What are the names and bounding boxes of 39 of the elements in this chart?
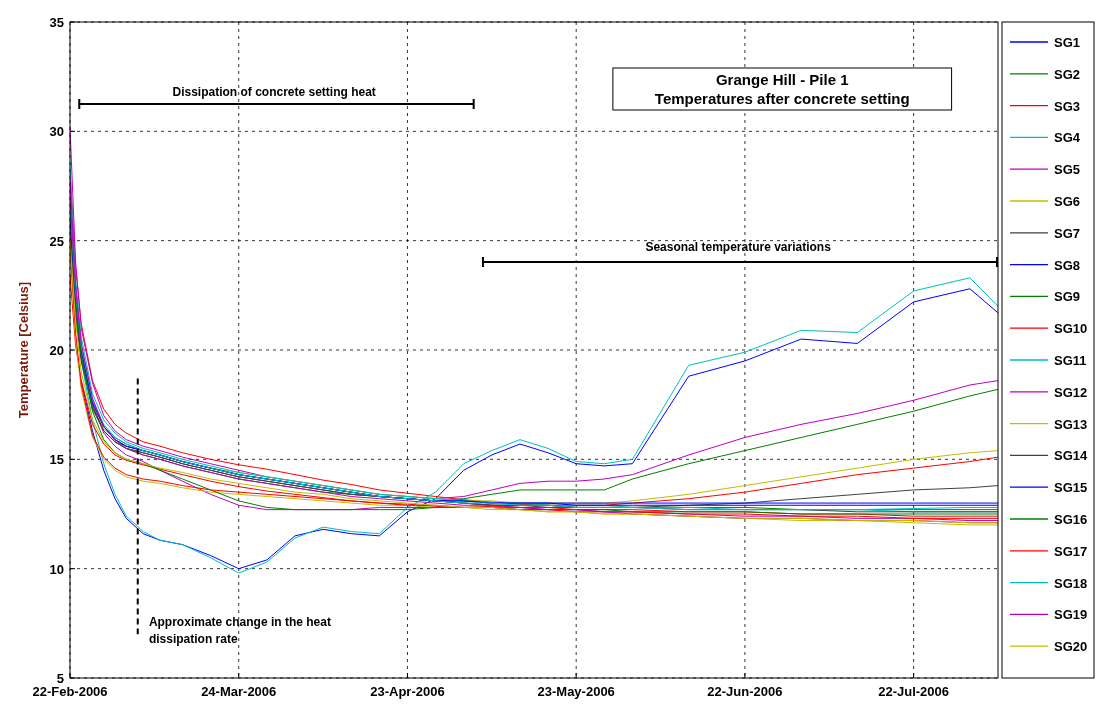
legend-label: SG3 xyxy=(1054,98,1081,114)
legend-label: SG10 xyxy=(1054,321,1088,337)
y-tick-label: 5 xyxy=(56,671,64,686)
x-tick-label: 24-Mar-2006 xyxy=(201,684,277,699)
legend-label: SG9 xyxy=(1054,289,1081,305)
legend-label: SG13 xyxy=(1054,416,1088,432)
legend-label: SG11 xyxy=(1054,353,1087,368)
legend-label: SG18 xyxy=(1054,575,1088,591)
legend-label: SG12 xyxy=(1054,384,1088,400)
legend-label: SG16 xyxy=(1054,512,1088,527)
annotation: Approximate change in the heat dissipation rate xyxy=(148,614,332,648)
legend-label: SG20 xyxy=(1054,639,1088,655)
legend-label: SG7 xyxy=(1054,225,1081,241)
y-axis-title: Temperature [Celsius] xyxy=(16,281,31,419)
x-tick-label: 23-Apr-2006 xyxy=(370,684,445,699)
y-tick-label: 10 xyxy=(49,561,64,577)
legend-label: SG6 xyxy=(1054,194,1081,209)
x-tick-label: 23-May-2006 xyxy=(537,684,615,699)
annotation: Dissipation of concrete setting heat xyxy=(172,85,376,99)
legend-label: SG1 xyxy=(1054,35,1081,50)
legend-label: SG8 xyxy=(1054,257,1081,273)
text: Temperatures after concrete setting xyxy=(654,90,910,107)
x-tick-label: 22-Jul-2006 xyxy=(878,684,950,699)
y-tick-label: 30 xyxy=(49,124,64,140)
x-tick-label: 22-Feb-2006 xyxy=(32,684,108,699)
x-tick-label: 22-Jun-2006 xyxy=(707,684,783,699)
y-tick-label: 15 xyxy=(49,452,64,468)
legend-label: SG17 xyxy=(1054,543,1088,559)
legend-label: SG4 xyxy=(1054,130,1081,146)
legend-label: SG2 xyxy=(1054,66,1081,82)
y-tick-label: 20 xyxy=(49,343,64,358)
legend-label: SG15 xyxy=(1054,480,1088,496)
legend-label: SG5 xyxy=(1054,162,1081,178)
legend-label: SG14 xyxy=(1054,448,1089,464)
y-tick-label: 35 xyxy=(49,15,64,30)
annotation: Seasonal temperature variations xyxy=(645,240,832,254)
y-tick-label: 25 xyxy=(49,233,64,249)
legend-label: SG19 xyxy=(1054,607,1088,623)
text: Grange Hill - Pile 1 xyxy=(715,71,849,88)
